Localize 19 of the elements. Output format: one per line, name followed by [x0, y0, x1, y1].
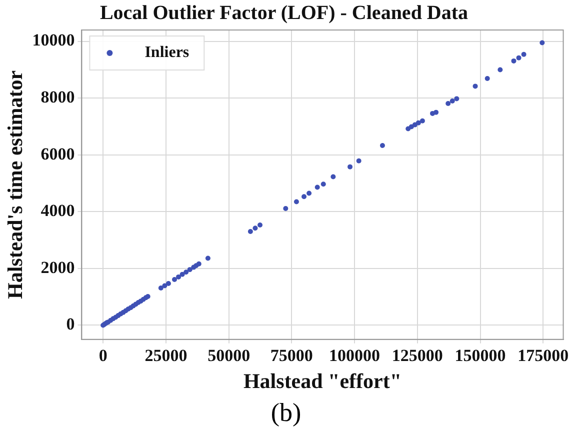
x-tick-label: 25000 — [144, 346, 188, 365]
legend-label: Inliers — [144, 44, 190, 62]
x-tick-label: 150000 — [454, 346, 506, 365]
y-tick-label: 8000 — [40, 88, 75, 107]
y-tick-label: 2000 — [40, 258, 75, 277]
text: (b) — [270, 398, 302, 428]
x-tick-label: 125000 — [392, 346, 443, 365]
y-axis-title: Halstead's time estimator — [3, 70, 28, 300]
x-tick-label: 175000 — [518, 346, 569, 365]
chart-title: Local Outlier Factor (LOF) - Cleaned Data — [100, 2, 468, 24]
y-tick-label: 10000 — [32, 30, 75, 50]
x-tick-label: 100000 — [329, 346, 380, 365]
y-tick-label: 0 — [66, 314, 75, 334]
x-axis-title: Halstead "effort" — [243, 368, 402, 393]
y-tick-label: 4000 — [40, 201, 75, 220]
x-tick-label: 0 — [98, 346, 108, 365]
x-tick-label: 50000 — [208, 346, 250, 365]
y-tick-label: 6000 — [40, 144, 75, 164]
x-tick-label: 75000 — [270, 346, 313, 365]
